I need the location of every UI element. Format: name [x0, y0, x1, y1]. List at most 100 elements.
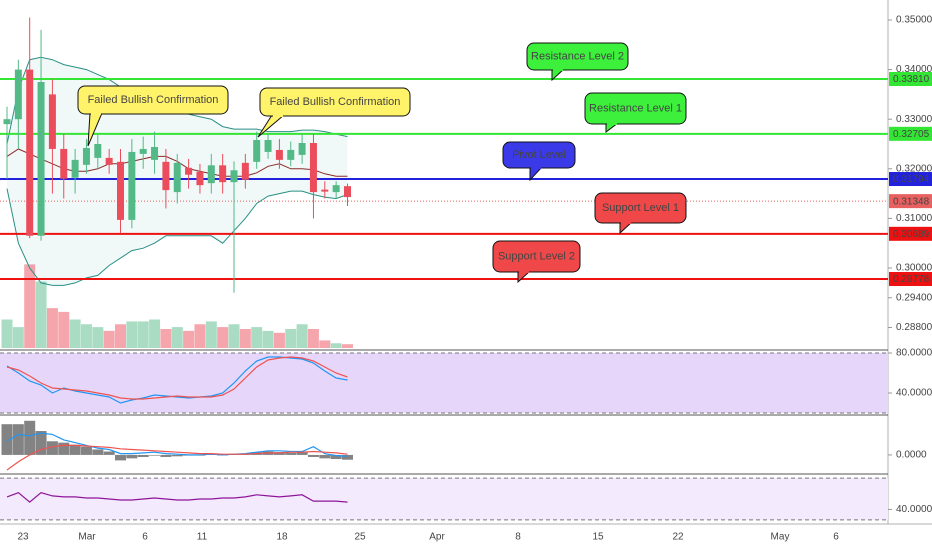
- candle-body: [3, 119, 11, 125]
- indicator-band: [0, 478, 888, 520]
- callout-text: Resistance Level 2: [531, 50, 624, 62]
- callout-box: [594, 192, 687, 224]
- volume-bar: [319, 340, 331, 348]
- histogram-bar: [171, 454, 183, 457]
- volume-bar: [330, 343, 342, 348]
- candle-body: [48, 94, 56, 149]
- histogram-bar: [92, 449, 104, 455]
- y-tick-label: 40.0000: [896, 388, 932, 399]
- histogram-bar: [115, 454, 126, 461]
- callout-seam: [519, 270, 529, 273]
- x-tick-label: 18: [276, 532, 288, 543]
- level-price-box: [889, 272, 932, 287]
- x-tick-label: 15: [592, 532, 604, 543]
- volume-bar: [69, 319, 81, 348]
- candle-body: [82, 147, 90, 165]
- histogram-bar: [342, 454, 353, 460]
- volume-bar: [217, 327, 229, 348]
- volume-bar: [194, 324, 206, 348]
- histogram-bar: [69, 444, 81, 455]
- histogram-bar: [319, 454, 331, 459]
- candle-body: [139, 148, 147, 154]
- x-tick-label: 25: [354, 532, 366, 543]
- callout-box: [77, 85, 229, 115]
- indicator-line: [6, 432, 348, 457]
- volume-bar: [251, 327, 263, 348]
- level-price-box: [889, 72, 932, 87]
- volume-bar: [24, 264, 36, 348]
- callout-box: [492, 240, 581, 273]
- volume-bar: [262, 330, 274, 348]
- volume-bar: [307, 329, 319, 348]
- histogram-bar: [58, 442, 70, 455]
- volume-bar: [205, 321, 217, 348]
- volume-bar: [46, 308, 58, 348]
- volume-bar: [35, 281, 47, 348]
- last-price-box: [889, 194, 932, 209]
- callout-text: Failed Bullish Confirmation: [88, 94, 219, 106]
- indicator-band: [0, 353, 888, 413]
- candle-body: [60, 148, 68, 179]
- indicator-line: [6, 356, 348, 400]
- histogram-bar: [330, 454, 342, 460]
- candle-body: [332, 185, 340, 193]
- histogram-bar: [24, 420, 36, 455]
- candle-body: [196, 171, 204, 186]
- x-tick-label: 11: [197, 532, 208, 543]
- callout-text: Support Level 2: [498, 250, 575, 262]
- volume-bar: [80, 324, 92, 348]
- x-tick-label: 23: [17, 532, 29, 543]
- volume-bar: [285, 329, 297, 348]
- candle-body: [298, 142, 306, 155]
- volume-bar: [12, 327, 24, 348]
- level-price-box: [889, 172, 932, 187]
- candle-body: [219, 165, 227, 183]
- level-price-label: 0.29778: [893, 274, 930, 285]
- candle-body: [207, 165, 215, 184]
- callout-text: Failed Bullish Confirmation: [270, 96, 401, 108]
- histogram-bar: [285, 452, 297, 455]
- candle-body: [344, 186, 351, 198]
- candle-body: [71, 159, 79, 178]
- callout-seam: [91, 112, 101, 115]
- candle-body: [287, 149, 295, 160]
- x-tick-label: Apr: [429, 532, 445, 543]
- histogram-bar: [273, 452, 285, 455]
- volume-bar: [239, 329, 251, 348]
- candle-body: [185, 167, 193, 175]
- histogram-bar: [103, 451, 115, 455]
- indicator-line: [6, 492, 348, 503]
- volume-bar: [183, 330, 195, 348]
- volume-bar: [171, 327, 183, 348]
- callout-box: [259, 87, 411, 117]
- volume-bar: [103, 330, 115, 348]
- band-lower: [6, 188, 348, 286]
- volume-bar: [296, 324, 308, 348]
- callout-box: [526, 42, 629, 71]
- level-price-label: 0.31794: [893, 174, 930, 185]
- volume-bar: [115, 324, 126, 348]
- candle-body: [26, 69, 34, 236]
- volume-bar: [342, 344, 353, 348]
- histogram-bar: [137, 454, 149, 457]
- indicator-line: [6, 444, 348, 471]
- volume-bar: [1, 319, 13, 348]
- x-tick-label: 8: [515, 532, 521, 543]
- level-price-label: 0.30689: [893, 229, 930, 240]
- level-price-label: 0.32705: [893, 129, 930, 140]
- y-tick-label: 0.32000: [896, 163, 932, 174]
- volume-bar: [58, 311, 70, 348]
- y-tick-label: 0.33000: [896, 114, 932, 125]
- candle-body: [275, 149, 283, 160]
- callout-seam: [531, 166, 541, 169]
- histogram-bar: [149, 454, 161, 456]
- candle-body: [94, 143, 102, 158]
- callout-seam: [607, 122, 617, 125]
- candle-body: [105, 157, 113, 165]
- histogram-bar: [307, 454, 319, 457]
- x-tick-label: 22: [672, 532, 684, 543]
- y-tick-label: 0.30000: [896, 263, 932, 274]
- callout-seam: [273, 114, 283, 117]
- y-tick-label: 0.34000: [896, 64, 932, 75]
